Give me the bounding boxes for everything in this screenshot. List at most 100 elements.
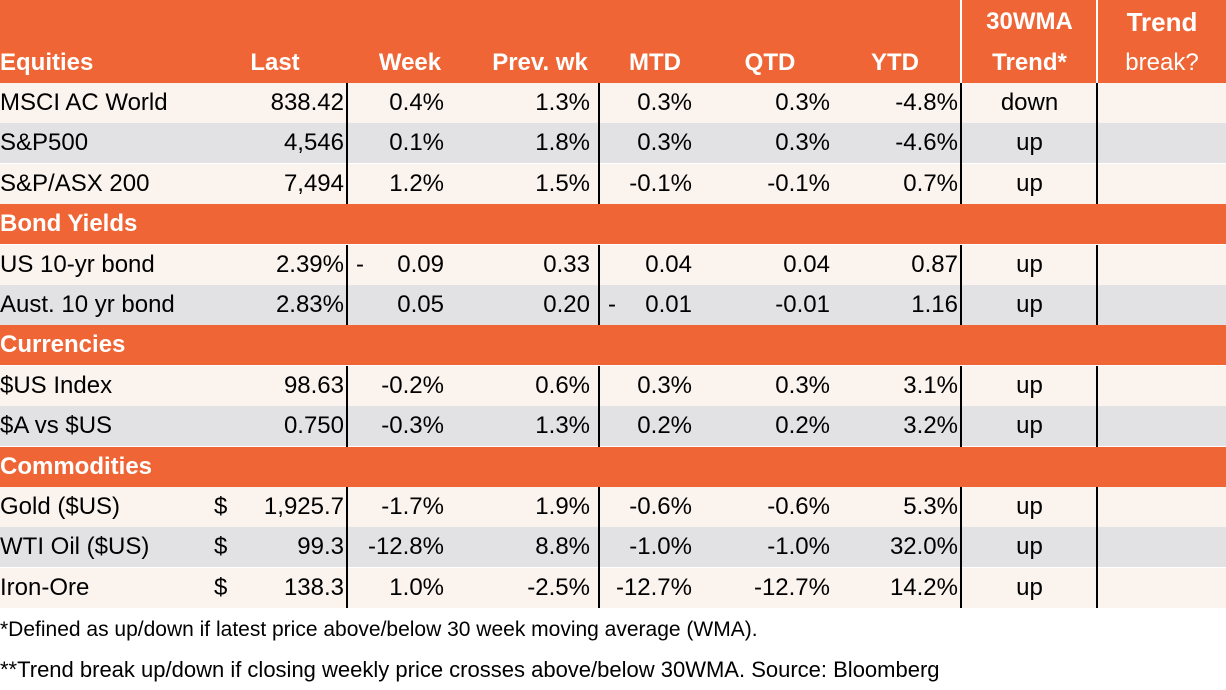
- cell-trend-break: [1098, 164, 1226, 204]
- cell-ytd: 0.87: [911, 250, 958, 278]
- column-divider: [960, 365, 962, 447]
- cell-last: 1,925.7: [263, 493, 344, 520]
- footnote-1: *Defined as up/down if latest price abov…: [0, 618, 758, 641]
- cell-dollar: [214, 123, 234, 163]
- column-divider: [960, 83, 962, 205]
- cell-week: 0.09: [397, 250, 444, 278]
- cell-trend-break: [1098, 123, 1226, 163]
- cell-week: -0.3%: [381, 412, 444, 440]
- cell-mtd: -0.6%: [629, 493, 692, 520]
- cell-ytd: 3.2%: [903, 412, 958, 440]
- cell-week-prefix: -: [356, 250, 364, 278]
- column-divider: [598, 487, 600, 609]
- column-divider: [1096, 365, 1098, 447]
- cell-name: Aust. 10 yr bond: [0, 291, 175, 318]
- cell-week: 0.4%: [389, 89, 444, 116]
- cell-last: 138.3: [283, 573, 344, 601]
- cell-mtd-prefix: -: [608, 291, 616, 318]
- cell-qtd: -0.1%: [767, 169, 830, 197]
- table-row: Aust. 10 yr bond 2.83% 0.05 0.20-0.01 -0.01 1…: [0, 285, 1226, 325]
- header-divider-1: [960, 0, 962, 83]
- cell-trend: up: [1016, 573, 1043, 601]
- header-last: Last: [250, 49, 300, 76]
- cell-qtd: -0.01: [775, 291, 830, 318]
- cell-qtd: -0.6%: [767, 493, 830, 520]
- cell-qtd: 0.3%: [775, 89, 830, 116]
- cell-last: 7,494: [283, 169, 344, 197]
- cell-dollar: [214, 406, 234, 446]
- cell-last: 2.83%: [275, 291, 344, 318]
- section-title: Commodities: [0, 452, 153, 480]
- table-row: $A vs $US 0.750 -0.3% 1.3% 0.2% 0.2% 3.2% up: [0, 406, 1226, 447]
- cell-trend: down: [1000, 89, 1059, 116]
- cell-ytd: 3.1%: [903, 371, 958, 399]
- cell-prev: 1.8%: [535, 129, 590, 157]
- table-row: US 10-yr bond 2.39% - 0.09 0.33 0.04 0.04 0.87 u…: [0, 244, 1226, 285]
- cell-prev: 1.9%: [535, 493, 590, 520]
- header-prev-wk: Prev. wk: [492, 49, 588, 76]
- cell-name: MSCI AC World: [0, 89, 168, 116]
- table-row: Iron-Ore $138.3 1.0% -2.5% -12.7% -12.7% 14.2%…: [0, 567, 1226, 608]
- cell-mtd: -1.0%: [629, 533, 692, 561]
- cell-prev: 1.5%: [535, 169, 590, 197]
- cell-trend-break: [1098, 406, 1226, 446]
- cell-last: 0.750: [283, 412, 344, 440]
- cell-last: 2.39%: [275, 250, 344, 278]
- cell-dollar: $: [214, 573, 228, 601]
- column-divider: [598, 244, 600, 326]
- cell-prev: 0.20: [543, 291, 590, 318]
- cell-dollar: $: [214, 493, 228, 520]
- column-divider: [346, 365, 348, 447]
- cell-prev: 1.3%: [535, 412, 590, 440]
- cell-week: -12.8%: [367, 533, 444, 561]
- table-row: S&P/ASX 200 7,494 1.2% 1.5% -0.1% -0.1% 0.7% up: [0, 163, 1226, 204]
- header-divider-2: [1096, 0, 1098, 83]
- cell-name: $A vs $US: [0, 412, 113, 440]
- cell-trend-break: [1098, 83, 1226, 123]
- header-qtd: QTD: [744, 49, 796, 76]
- column-divider: [1096, 83, 1098, 205]
- cell-trend: up: [1016, 129, 1043, 157]
- cell-mtd: 0.3%: [637, 371, 692, 399]
- cell-prev: 8.8%: [535, 533, 590, 561]
- cell-name: Iron-Ore: [0, 573, 90, 601]
- cell-dollar: $: [214, 533, 228, 561]
- cell-mtd: -12.7%: [615, 573, 692, 601]
- header-equities: Equities: [0, 49, 94, 76]
- cell-mtd: 0.04: [645, 250, 692, 278]
- cell-trend: up: [1016, 533, 1043, 561]
- cell-ytd: 5.3%: [903, 493, 958, 520]
- header-break: break?: [1125, 49, 1199, 76]
- cell-week: 0.1%: [389, 129, 444, 157]
- column-divider: [1096, 244, 1098, 326]
- cell-trend-break: [1098, 527, 1226, 567]
- cell-trend-break: [1098, 487, 1226, 527]
- cell-mtd: -0.1%: [629, 169, 692, 197]
- column-divider: [346, 83, 348, 205]
- header-mtd: MTD: [629, 49, 681, 76]
- cell-ytd: 1.16: [911, 291, 958, 318]
- cell-name: Gold ($US): [0, 493, 121, 520]
- cell-dollar: [214, 164, 234, 204]
- cell-last: 99.3: [297, 533, 344, 561]
- column-divider: [598, 365, 600, 447]
- cell-trend: up: [1016, 250, 1043, 278]
- column-divider: [960, 244, 962, 326]
- column-divider: [346, 244, 348, 326]
- column-divider: [598, 83, 600, 205]
- cell-ytd: -4.6%: [895, 129, 958, 157]
- cell-trend: up: [1016, 412, 1043, 440]
- table-row: S&P500 4,546 0.1% 1.8% 0.3% 0.3% -4.6% up: [0, 123, 1226, 164]
- cell-ytd: 32.0%: [889, 533, 958, 561]
- cell-name: WTI Oil ($US): [0, 533, 150, 561]
- cell-last: 98.63: [283, 371, 344, 399]
- cell-name: S&P500: [0, 129, 89, 157]
- header-week: Week: [378, 49, 442, 76]
- header-30wma: 30WMA: [986, 8, 1073, 35]
- table-row: Gold ($US) $1,925.7 -1.7% 1.9% -0.6% -0.6% 5.3…: [0, 487, 1226, 527]
- table-row: MSCI AC World 838.42 0.4% 1.3% 0.3% 0.3% -4.8%…: [0, 83, 1226, 123]
- cell-prev: 0.6%: [535, 371, 590, 399]
- cell-qtd: 0.3%: [775, 129, 830, 157]
- cell-trend-break: [1098, 245, 1226, 285]
- cell-ytd: 14.2%: [889, 573, 958, 601]
